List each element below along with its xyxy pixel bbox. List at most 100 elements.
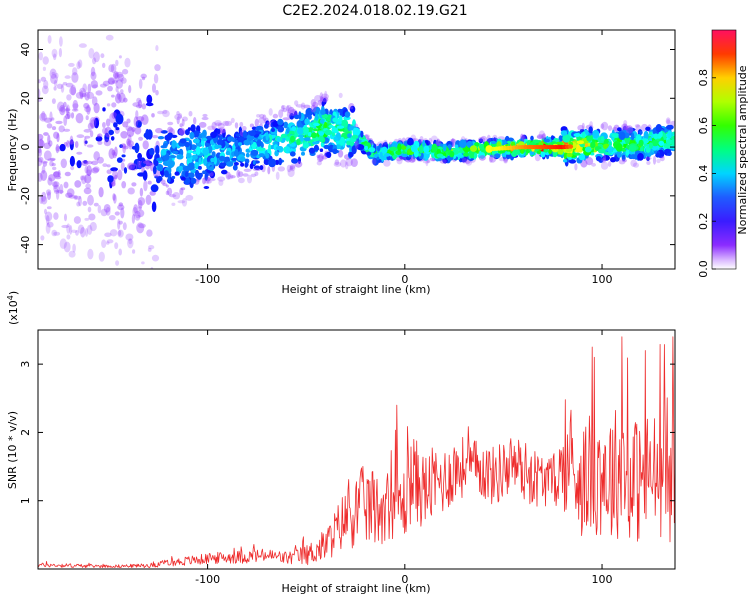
snr-scale-label: (x104) bbox=[6, 291, 20, 325]
heatmap-cell bbox=[568, 156, 572, 160]
heatmap-cell bbox=[131, 146, 137, 150]
heatmap-cell bbox=[259, 165, 264, 171]
heatmap-cell bbox=[302, 142, 309, 149]
heatmap-cell bbox=[217, 144, 222, 149]
heatmap-cell bbox=[178, 165, 184, 172]
heatmap-cell bbox=[172, 192, 181, 200]
heatmap-cell bbox=[91, 96, 98, 106]
heatmap-ridge-cell bbox=[567, 144, 574, 149]
heatmap-cell bbox=[138, 223, 146, 229]
heatmap-cell bbox=[436, 153, 444, 158]
heatmap-cell bbox=[312, 101, 319, 109]
heatmap-cell bbox=[319, 92, 324, 101]
heatmap-cell bbox=[108, 148, 115, 160]
heatmap-cell bbox=[91, 160, 99, 166]
colorbar-tick-label: 0.4 bbox=[697, 165, 710, 183]
heatmap-cell bbox=[91, 167, 99, 174]
heatmap-cell bbox=[364, 134, 370, 139]
figure-title: C2E2.2024.018.02.19.G21 bbox=[282, 3, 467, 19]
heatmap-cell bbox=[638, 139, 644, 147]
heatmap-cell bbox=[39, 112, 47, 122]
heatmap-cell bbox=[118, 202, 124, 207]
heatmap-cell bbox=[96, 156, 104, 164]
heatmap-cell bbox=[137, 172, 146, 177]
heatmap-cell bbox=[157, 110, 164, 115]
heatmap-cell bbox=[69, 139, 74, 151]
heatmap-cell bbox=[103, 204, 111, 213]
heatmap-cell bbox=[107, 85, 113, 92]
heatmap-cell bbox=[236, 169, 241, 178]
heatmap-cell bbox=[93, 202, 99, 207]
heatmap-cell bbox=[331, 132, 335, 137]
heatmap-cell bbox=[592, 129, 600, 139]
heatmap-cell bbox=[110, 167, 118, 172]
heatmap-cell bbox=[122, 68, 129, 75]
heatmap-cell bbox=[49, 68, 57, 79]
heatmap-cell bbox=[97, 140, 103, 145]
heatmap-cell bbox=[47, 158, 56, 162]
heatmap-cell bbox=[190, 177, 197, 184]
heatmap-cell bbox=[83, 137, 87, 147]
heatmap-cell bbox=[114, 71, 120, 83]
heatmap-cell bbox=[478, 137, 486, 142]
heatmap-cell bbox=[360, 130, 364, 138]
heatmap-cell bbox=[135, 104, 143, 109]
spectrogram-y-tick-label: -20 bbox=[19, 187, 32, 205]
heatmap-cell bbox=[237, 171, 244, 178]
heatmap-cell bbox=[290, 135, 295, 143]
heatmap-cell bbox=[285, 146, 290, 154]
heatmap-cell bbox=[93, 117, 100, 129]
snr-frame bbox=[37, 329, 676, 570]
snr-y-tick-label: 3 bbox=[19, 361, 32, 368]
heatmap-cell bbox=[123, 167, 128, 174]
heatmap-cell bbox=[88, 213, 96, 221]
heatmap-cell bbox=[131, 127, 136, 132]
heatmap-cell bbox=[598, 148, 606, 154]
heatmap-cell bbox=[176, 154, 184, 160]
heatmap-cell bbox=[119, 78, 124, 82]
heatmap-cell bbox=[651, 139, 659, 147]
colorbar: 0.0 0.2 0.4 0.6 0.8 Normalized spectral ampl… bbox=[697, 29, 749, 278]
heatmap-cell bbox=[118, 230, 122, 237]
heatmap-cell bbox=[126, 118, 131, 124]
heatmap-cell bbox=[120, 162, 125, 171]
heatmap-cell bbox=[439, 158, 447, 164]
heatmap-cell bbox=[665, 117, 671, 125]
heatmap-cell bbox=[287, 168, 295, 178]
heatmap-cell bbox=[76, 151, 83, 155]
heatmap-cell bbox=[166, 187, 173, 196]
heatmap-cell bbox=[351, 145, 357, 155]
heatmap-cell bbox=[119, 144, 124, 149]
heatmap-cell bbox=[320, 109, 326, 115]
heatmap-cell bbox=[289, 151, 296, 157]
heatmap-cell bbox=[136, 222, 145, 234]
heatmap-cell bbox=[422, 159, 431, 164]
colorbar-tick-label: 0.8 bbox=[697, 69, 710, 87]
heatmap-cell bbox=[282, 107, 287, 113]
heatmap-cell bbox=[626, 126, 631, 130]
heatmap-cell bbox=[356, 144, 365, 151]
heatmap-cell bbox=[55, 144, 60, 154]
heatmap-cell bbox=[122, 145, 129, 150]
heatmap-cell bbox=[42, 56, 49, 65]
heatmap-cell bbox=[340, 159, 347, 168]
heatmap-cell bbox=[371, 158, 377, 165]
heatmap-cell bbox=[298, 111, 302, 120]
heatmap-cell bbox=[478, 155, 486, 161]
heatmap-cell bbox=[66, 234, 71, 240]
heatmap-cell bbox=[69, 86, 77, 96]
heatmap-cell bbox=[526, 141, 530, 147]
heatmap-cell bbox=[43, 142, 51, 150]
heatmap-cell bbox=[95, 136, 103, 142]
heatmap-cell bbox=[76, 201, 81, 207]
heatmap-cell bbox=[112, 72, 119, 79]
heatmap-cell bbox=[304, 118, 310, 126]
heatmap-cell bbox=[128, 164, 133, 170]
heatmap-cell bbox=[118, 92, 126, 104]
heatmap-cell bbox=[254, 171, 259, 177]
heatmap-cell bbox=[116, 71, 124, 78]
heatmap-cell bbox=[45, 222, 51, 234]
heatmap-cell bbox=[607, 161, 612, 167]
heatmap-cell bbox=[87, 122, 94, 130]
heatmap-cell bbox=[53, 53, 57, 61]
